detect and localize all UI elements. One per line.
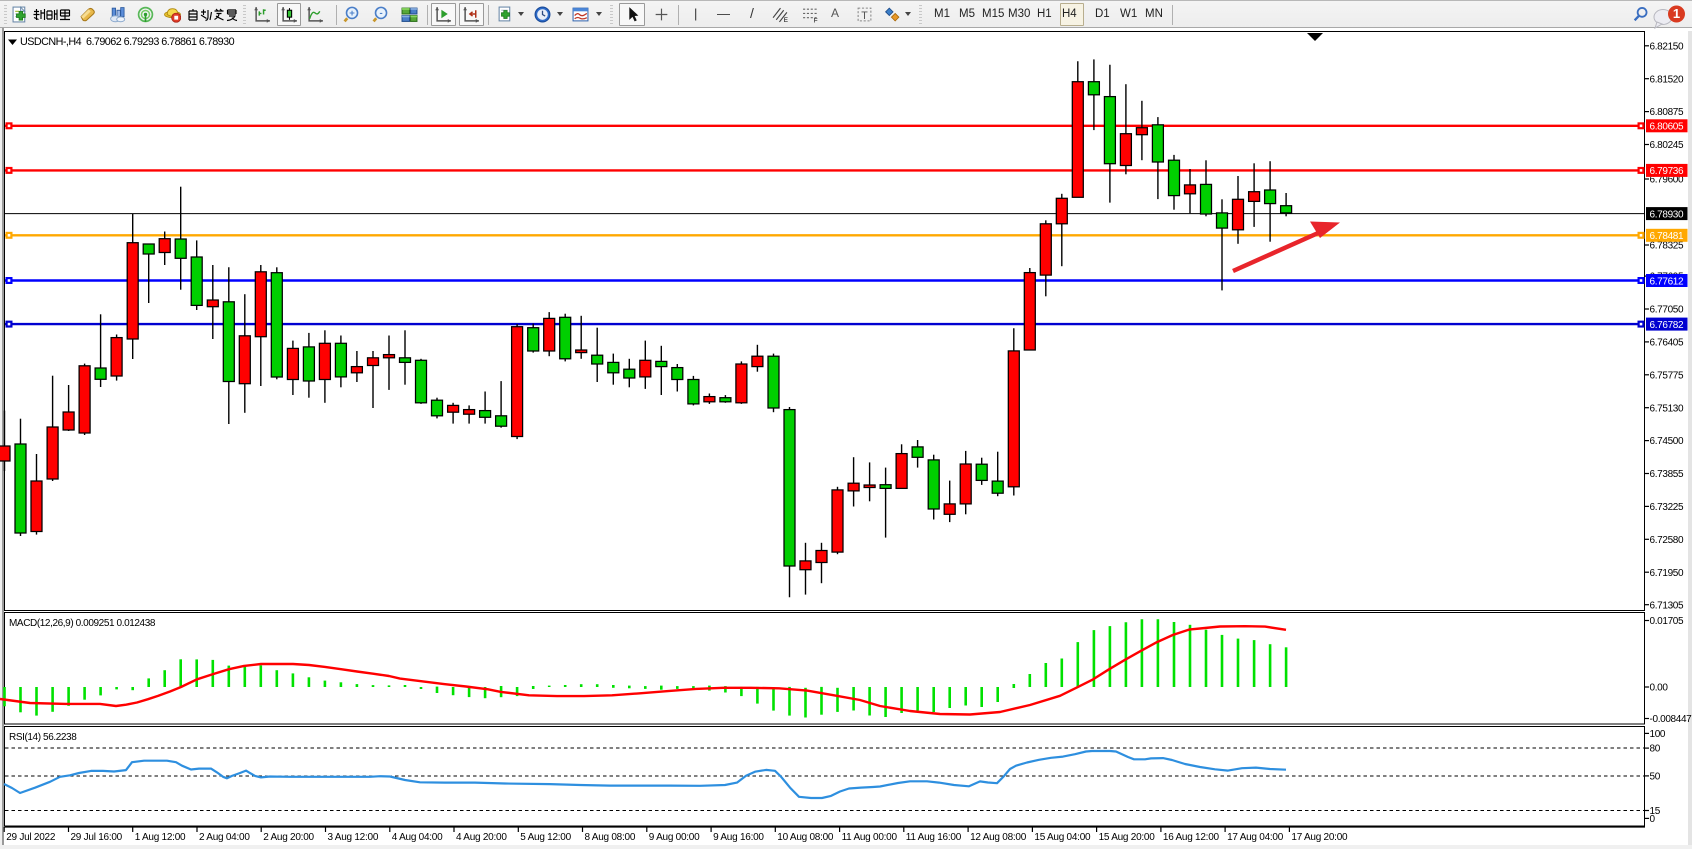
- svg-text:9 Aug 00:00: 9 Aug 00:00: [649, 832, 700, 843]
- svg-text:E: E: [784, 17, 788, 23]
- svg-text:RSI(14) 56.2238: RSI(14) 56.2238: [9, 732, 77, 743]
- svg-text:12 Aug 08:00: 12 Aug 08:00: [970, 832, 1027, 843]
- svg-text:17 Aug 04:00: 17 Aug 04:00: [1227, 832, 1284, 843]
- svg-text:9 Aug 16:00: 9 Aug 16:00: [713, 832, 764, 843]
- svg-text:6.73855: 6.73855: [1650, 469, 1684, 480]
- svg-text:6.77612: 6.77612: [1650, 276, 1684, 287]
- svg-text:1 Aug 12:00: 1 Aug 12:00: [135, 832, 186, 843]
- svg-text:6.76782: 6.76782: [1650, 320, 1684, 331]
- svg-text:6.75130: 6.75130: [1650, 403, 1684, 414]
- svg-text:6.74500: 6.74500: [1650, 436, 1684, 447]
- svg-text:6.78930: 6.78930: [1650, 209, 1684, 220]
- svg-text:100: 100: [1650, 729, 1666, 740]
- svg-text:2 Aug 20:00: 2 Aug 20:00: [263, 832, 314, 843]
- svg-text:6.73225: 6.73225: [1650, 502, 1684, 513]
- svg-text:6.75775: 6.75775: [1650, 370, 1684, 381]
- svg-text:15 Aug 04:00: 15 Aug 04:00: [1034, 832, 1091, 843]
- svg-text:6.71950: 6.71950: [1650, 568, 1684, 579]
- svg-text:0: 0: [1650, 814, 1656, 825]
- svg-text:5 Aug 12:00: 5 Aug 12:00: [520, 832, 571, 843]
- svg-text:15 Aug 20:00: 15 Aug 20:00: [1099, 832, 1156, 843]
- svg-text:0.00: 0.00: [1650, 683, 1669, 694]
- svg-text:8 Aug 08:00: 8 Aug 08:00: [585, 832, 636, 843]
- svg-text:6.80245: 6.80245: [1650, 140, 1684, 151]
- svg-text:6.77050: 6.77050: [1650, 305, 1684, 316]
- svg-text:-: -: [379, 8, 382, 19]
- svg-text:4 Aug 20:00: 4 Aug 20:00: [456, 832, 507, 843]
- svg-text:80: 80: [1650, 744, 1661, 755]
- svg-text:17 Aug 20:00: 17 Aug 20:00: [1291, 832, 1348, 843]
- svg-text:+: +: [349, 8, 355, 19]
- svg-text:11 Aug 16:00: 11 Aug 16:00: [906, 832, 962, 843]
- svg-text:6.78481: 6.78481: [1650, 231, 1684, 242]
- svg-text:6.78325: 6.78325: [1650, 241, 1684, 252]
- svg-text:16 Aug 12:00: 16 Aug 12:00: [1163, 832, 1220, 843]
- svg-text:-0.008447: -0.008447: [1650, 714, 1692, 725]
- svg-text:USDCNH-,H4 6.79062 6.79293 6.: USDCNH-,H4 6.79062 6.79293 6.78861 6.789…: [20, 36, 235, 48]
- svg-text:6.76405: 6.76405: [1650, 338, 1684, 349]
- svg-text:3 Aug 12:00: 3 Aug 12:00: [328, 832, 379, 843]
- svg-text:T: T: [861, 10, 868, 22]
- svg-text:2 Aug 04:00: 2 Aug 04:00: [199, 832, 250, 843]
- svg-text:6.79736: 6.79736: [1650, 166, 1684, 177]
- svg-text:11 Aug 00:00: 11 Aug 00:00: [842, 832, 898, 843]
- svg-text:0.01705: 0.01705: [1650, 616, 1684, 627]
- svg-text:6.80605: 6.80605: [1650, 122, 1684, 133]
- svg-text:6.79600: 6.79600: [1650, 175, 1684, 186]
- svg-text:29 Jul 2022: 29 Jul 2022: [6, 832, 56, 843]
- svg-text:15: 15: [1650, 806, 1661, 817]
- svg-text:6.71305: 6.71305: [1650, 600, 1684, 611]
- svg-text:6.82150: 6.82150: [1650, 41, 1684, 52]
- svg-text:50: 50: [1650, 772, 1661, 783]
- svg-text:6.72580: 6.72580: [1650, 535, 1684, 546]
- svg-text:6.81520: 6.81520: [1650, 74, 1684, 85]
- svg-text:6.80875: 6.80875: [1650, 107, 1684, 118]
- svg-text:F: F: [814, 17, 818, 23]
- svg-text:10 Aug 08:00: 10 Aug 08:00: [777, 832, 834, 843]
- svg-text:1: 1: [1673, 6, 1680, 21]
- svg-text:MACD(12,26,9) 0.009251 0.01243: MACD(12,26,9) 0.009251 0.012438: [9, 618, 156, 629]
- svg-text:4 Aug 04:00: 4 Aug 04:00: [392, 832, 443, 843]
- svg-text:29 Jul 16:00: 29 Jul 16:00: [71, 832, 123, 843]
